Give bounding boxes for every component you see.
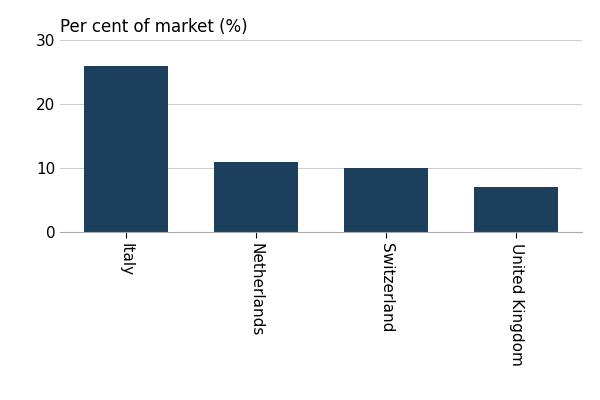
Text: Per cent of market (%): Per cent of market (%) bbox=[60, 18, 248, 36]
Bar bbox=[214, 162, 298, 232]
Bar bbox=[474, 187, 558, 232]
Bar bbox=[344, 168, 428, 232]
Bar bbox=[84, 66, 168, 232]
